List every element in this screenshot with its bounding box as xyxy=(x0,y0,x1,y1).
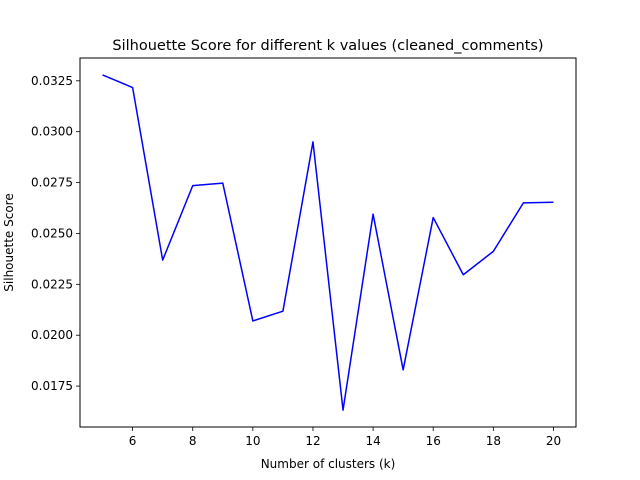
plot-area: 6 8 10 12 14 16 18 20 0.0175 0.0200 0.0225 0.0250 0.… xyxy=(31,74,561,448)
y-tick-label: 0.0300 xyxy=(31,125,73,139)
y-axis-label: Silhouette Score xyxy=(2,193,16,291)
chart-title: Silhouette Score for different k values … xyxy=(112,38,543,54)
axes-frame xyxy=(79,57,577,428)
x-tick-label: 18 xyxy=(486,434,501,448)
y-tick-label: 0.0275 xyxy=(31,176,73,190)
x-tick-label: 6 xyxy=(129,434,137,448)
x-tick-label: 20 xyxy=(546,434,561,448)
y-tick-label: 0.0250 xyxy=(31,226,73,240)
y-tick-label: 0.0200 xyxy=(31,328,73,342)
x-tick-label: 10 xyxy=(245,434,260,448)
x-axis-label: Number of clusters (k) xyxy=(261,457,396,471)
series-line xyxy=(102,74,554,411)
y-tick-label: 0.0225 xyxy=(31,277,73,291)
x-tick-label: 14 xyxy=(365,434,380,448)
x-tick-label: 12 xyxy=(305,434,320,448)
x-tick-label: 16 xyxy=(426,434,441,448)
y-tick-label: 0.0325 xyxy=(31,74,73,88)
x-tick-label: 8 xyxy=(189,434,197,448)
y-tick-label: 0.0175 xyxy=(31,379,73,393)
